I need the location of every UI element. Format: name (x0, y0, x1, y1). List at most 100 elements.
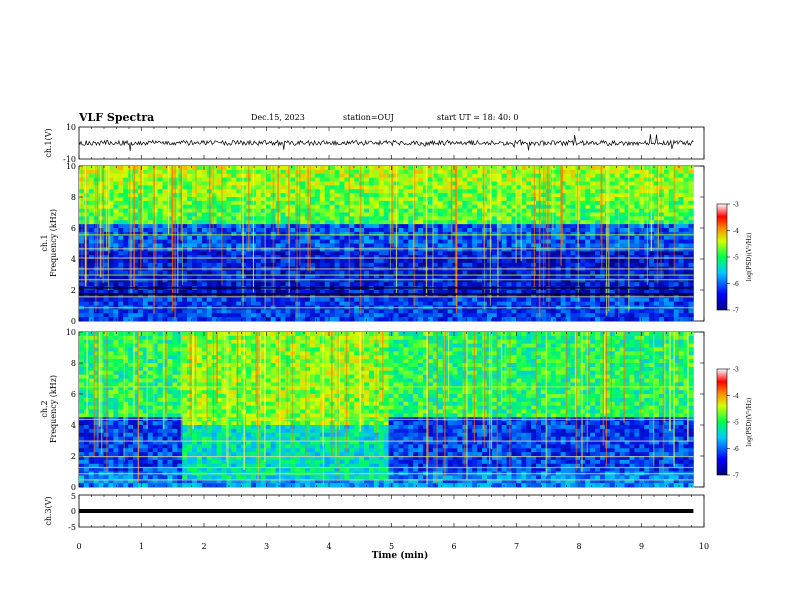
spectrogram-cell (310, 278, 316, 283)
spectrogram-cell (516, 290, 522, 295)
spectrogram-cell (585, 278, 591, 283)
spectrogram-cell (442, 173, 449, 179)
spectrogram-cell (437, 185, 444, 190)
spectrogram-cell (378, 278, 385, 283)
spectrogram-cell (403, 262, 409, 268)
spectrogram-cell (644, 197, 650, 202)
spectrogram-cell (137, 169, 144, 175)
spectrogram-cell (624, 282, 630, 287)
spectrogram-cell (565, 231, 571, 237)
spectrogram-cell (408, 193, 414, 198)
spectrogram-cell (359, 243, 365, 248)
spectrogram-cell (167, 309, 173, 314)
spectrogram-cell (634, 313, 640, 318)
spectrogram-cell (654, 270, 660, 275)
spectrogram-cell (329, 270, 335, 275)
spectrogram-cell (403, 313, 409, 318)
spectrogram-cell (93, 317, 100, 322)
spectrogram-cell (334, 204, 340, 210)
spectrogram-cell (196, 309, 203, 314)
spectrogram-cell (496, 216, 503, 221)
spectrogram-cell (103, 290, 109, 295)
spectrogram-cell (265, 317, 272, 322)
spectrogram-cell (462, 278, 468, 283)
spectrogram-cell (83, 243, 90, 248)
spectrogram-cell (599, 197, 606, 202)
spectrogram-cell (339, 278, 345, 283)
spectrogram-cell (673, 204, 680, 210)
spectrogram-cell (427, 255, 434, 260)
spectrogram-cell (619, 193, 625, 198)
spectrogram-cell (251, 297, 257, 303)
spectrogram-cell (137, 224, 144, 229)
spectrogram-cell (604, 224, 611, 229)
spectrogram-cell (516, 274, 522, 279)
spectrogram-cell (290, 309, 296, 314)
spectrogram-cell (93, 270, 100, 275)
spectrogram-cell (265, 166, 272, 171)
spectrogram-cell (113, 216, 119, 221)
spectrogram-cell (236, 278, 242, 283)
spectrogram-cell (668, 212, 675, 217)
spectrogram-cell (152, 278, 159, 283)
spectrogram-cell (644, 317, 650, 322)
spectrogram-cell (93, 220, 100, 225)
spectrogram-cell (408, 181, 414, 186)
spectrogram-cell (663, 204, 670, 210)
spectrogram-cell (619, 282, 625, 287)
spectrogram-cell (157, 231, 163, 237)
spectrogram-cell (305, 313, 311, 318)
spectrogram-cell (79, 251, 85, 256)
spectrogram-cell (427, 278, 434, 283)
spectrogram-cell (339, 212, 345, 217)
spectrogram-cell (388, 313, 394, 318)
spectrogram-cell (378, 251, 385, 256)
spectrogram-cell (639, 255, 645, 260)
spectrogram-cell (88, 301, 95, 306)
spectrogram-cell (418, 293, 424, 299)
spectrogram-cell (211, 255, 218, 260)
spectrogram-cell (467, 297, 473, 303)
spectrogram-cell (555, 282, 562, 287)
spectrogram-cell (472, 262, 478, 268)
spectrogram-cell (147, 317, 154, 322)
spectrogram-cell (629, 169, 635, 175)
spectrogram-cell (167, 301, 173, 306)
spectrogram-cell (196, 255, 203, 260)
spectrogram-cell (550, 200, 557, 206)
spectrogram-cell (216, 197, 222, 202)
spectrogram-cell (599, 208, 606, 213)
spectrogram-cell (93, 251, 100, 256)
spectrogram-cell (398, 247, 404, 252)
spectrogram-cell (334, 247, 340, 252)
spectrogram-cell (152, 290, 159, 295)
spectrogram-cell (477, 193, 483, 198)
spectrogram-cell (314, 166, 321, 171)
spectrogram-cell (260, 259, 267, 264)
spectrogram-cell (447, 297, 453, 303)
spectrogram-cell (221, 185, 227, 190)
spectrogram-cell (226, 301, 232, 306)
spectrogram-cell (644, 243, 650, 248)
spectrogram-cell (388, 262, 394, 268)
spectrogram-cell (516, 301, 522, 306)
spectrogram-cell (113, 247, 119, 252)
spectrogram-cell (604, 317, 611, 322)
spectrogram-cell (654, 239, 660, 244)
spectrogram-cell (368, 231, 375, 237)
spectrogram-cell (187, 251, 193, 256)
spectrogram-cell (108, 262, 114, 268)
spectrogram-cell (236, 224, 242, 229)
spectrogram-cell (359, 173, 365, 179)
spectrogram-cell (477, 185, 483, 190)
spectrogram-cell (663, 189, 670, 194)
spectrogram-cell (192, 212, 198, 217)
spectrogram-cell (644, 293, 650, 299)
spectrogram-cell (265, 262, 272, 268)
spectrogram-cell (88, 255, 95, 260)
spectrogram-cell (324, 262, 331, 268)
spectrogram-cell (201, 193, 208, 198)
spectrogram-cell (157, 262, 163, 268)
spectrogram-cell (423, 204, 429, 210)
spectrogram-cell (585, 274, 591, 279)
